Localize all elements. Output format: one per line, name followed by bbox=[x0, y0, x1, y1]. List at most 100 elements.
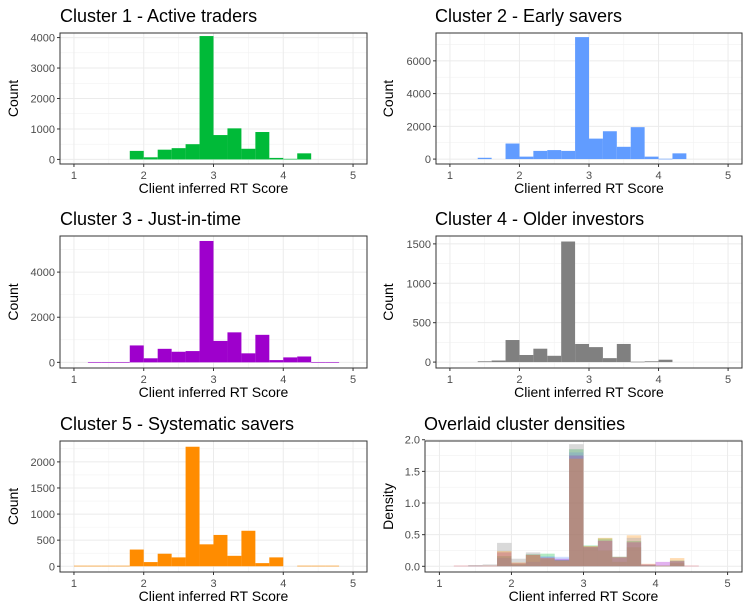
density-bar bbox=[612, 556, 627, 567]
x-tick-label: 2 bbox=[141, 170, 147, 182]
histogram-bar bbox=[213, 534, 228, 567]
density-bar bbox=[612, 561, 627, 567]
histogram-bar bbox=[157, 149, 172, 160]
y-tick-label: 0 bbox=[425, 357, 431, 369]
chart-title: Cluster 5 - Systematic savers bbox=[60, 414, 294, 434]
histogram-bar bbox=[199, 544, 214, 567]
histogram-bar bbox=[101, 362, 116, 363]
y-tick-label: 0 bbox=[49, 357, 55, 369]
density-bar bbox=[569, 455, 584, 567]
density-bar bbox=[482, 564, 498, 567]
histogram-bar bbox=[325, 362, 340, 363]
y-tick-label: 3000 bbox=[31, 63, 55, 75]
chart-panel-6: Overlaid cluster densities 0.0 0.5 1.0 1.5 2.… bbox=[380, 414, 743, 604]
x-axis-label: Client inferred RT Score bbox=[514, 180, 664, 196]
histogram-bar bbox=[227, 128, 242, 160]
x-tick-label: 1 bbox=[71, 170, 77, 182]
density-bar bbox=[583, 545, 598, 567]
density-bar bbox=[626, 547, 642, 567]
x-tick-label: 5 bbox=[350, 170, 356, 182]
histogram-bar bbox=[658, 359, 673, 363]
histogram-bar bbox=[644, 156, 659, 160]
density-bar bbox=[497, 542, 512, 567]
density-bar bbox=[641, 565, 656, 567]
x-tick-label: 4 bbox=[280, 578, 286, 590]
x-tick-label: 4 bbox=[280, 374, 286, 386]
y-tick-label: 0 bbox=[425, 154, 431, 166]
density-bar bbox=[641, 563, 656, 567]
histogram-bar bbox=[241, 148, 256, 160]
x-tick-label: 3 bbox=[586, 170, 592, 182]
y-tick-label: 500 bbox=[37, 535, 55, 547]
density-bar bbox=[583, 546, 598, 567]
density-bar bbox=[482, 565, 498, 567]
histogram-bar bbox=[241, 353, 256, 363]
histogram-bar bbox=[630, 361, 645, 363]
histogram-bar bbox=[630, 127, 645, 160]
density-bar bbox=[482, 565, 498, 567]
y-axis-label: Count bbox=[5, 80, 21, 117]
density-bar bbox=[669, 560, 685, 567]
chart-title: Cluster 3 - Just-in-time bbox=[60, 209, 241, 229]
density-bar bbox=[468, 565, 483, 567]
density-bar bbox=[525, 552, 541, 567]
y-tick-label: 2.0 bbox=[405, 435, 420, 447]
x-tick-label: 3 bbox=[210, 170, 216, 182]
density-bar bbox=[597, 550, 613, 567]
histogram-bar bbox=[533, 150, 548, 160]
density-bar bbox=[626, 537, 642, 567]
density-bar bbox=[525, 554, 541, 567]
density-bar bbox=[684, 565, 699, 567]
y-axis-label: Count bbox=[380, 80, 396, 117]
y-tick-label: 0.5 bbox=[405, 530, 420, 542]
y-tick-label: 4000 bbox=[407, 89, 431, 101]
histogram-bar bbox=[477, 361, 492, 363]
x-axis-label: Client inferred RT Score bbox=[139, 384, 289, 400]
histogram-bar bbox=[297, 565, 312, 567]
histogram-bar bbox=[73, 565, 88, 567]
y-tick-label: 2000 bbox=[407, 121, 431, 133]
density-bar bbox=[655, 565, 670, 567]
density-bar bbox=[540, 558, 555, 567]
density-bar bbox=[669, 558, 685, 567]
histogram-bar bbox=[157, 348, 172, 363]
density-bar bbox=[569, 452, 584, 567]
density-bar bbox=[583, 547, 598, 567]
histogram-bar bbox=[505, 340, 520, 363]
x-tick-label: 1 bbox=[447, 374, 453, 386]
histogram-bar bbox=[255, 563, 270, 567]
density-bar bbox=[511, 563, 526, 567]
density-bar bbox=[641, 564, 656, 567]
density-bar bbox=[540, 557, 555, 567]
histogram-bar bbox=[87, 362, 102, 363]
y-tick-label: 1000 bbox=[31, 509, 55, 521]
x-tick-label: 1 bbox=[71, 374, 77, 386]
histogram-bar bbox=[297, 153, 312, 160]
density-bar bbox=[453, 565, 469, 567]
histogram-bar bbox=[491, 360, 506, 363]
density-bar bbox=[468, 565, 483, 567]
histogram-bar bbox=[547, 150, 562, 160]
histogram-bar bbox=[269, 557, 284, 567]
histogram-bar bbox=[269, 360, 284, 363]
histogram-bar bbox=[616, 343, 631, 363]
density-bar bbox=[497, 552, 512, 567]
x-tick-label: 5 bbox=[350, 374, 356, 386]
histogram-bar bbox=[311, 565, 326, 567]
histogram-bar bbox=[589, 347, 603, 363]
density-bar bbox=[554, 559, 570, 567]
density-bar bbox=[641, 565, 656, 567]
density-bar bbox=[569, 444, 584, 567]
density-bar bbox=[468, 565, 483, 567]
histogram-bar bbox=[297, 356, 312, 363]
density-bar bbox=[554, 558, 570, 567]
y-axis-label: Count bbox=[5, 283, 21, 320]
y-tick-label: 4000 bbox=[31, 267, 55, 279]
density-bar bbox=[511, 558, 526, 567]
density-bar bbox=[626, 535, 642, 567]
density-bar bbox=[684, 565, 699, 567]
density-bar bbox=[497, 558, 512, 567]
histogram-bar bbox=[602, 131, 617, 160]
x-tick-label: 4 bbox=[655, 374, 661, 386]
histogram-bar bbox=[283, 158, 298, 160]
